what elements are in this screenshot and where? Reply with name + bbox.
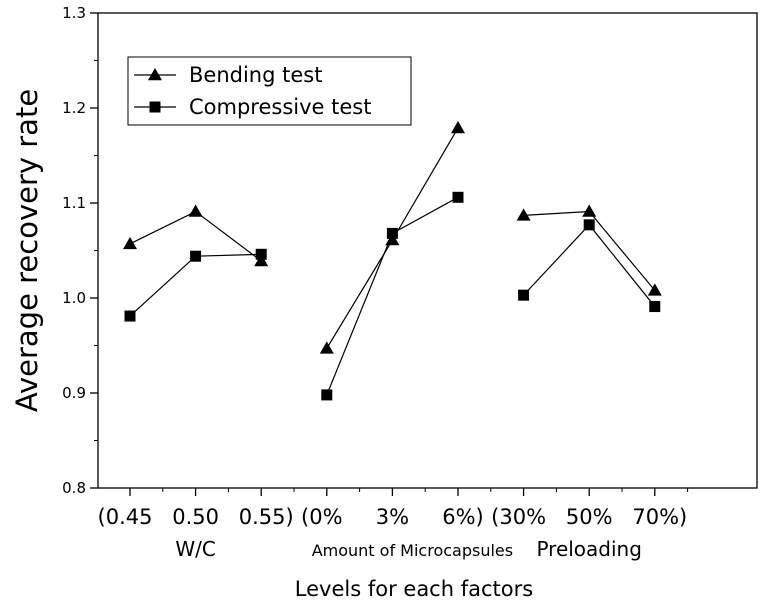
legend-marker xyxy=(149,101,161,113)
data-point xyxy=(188,204,203,217)
legend-marker xyxy=(148,68,162,81)
x-tick-label: 6%) xyxy=(442,505,484,529)
y-tick-label: 0.8 xyxy=(62,479,86,497)
x-tick-label: 50% xyxy=(566,505,613,529)
data-point xyxy=(583,219,595,231)
data-point xyxy=(124,310,136,322)
y-tick-label: 1.0 xyxy=(62,289,86,307)
x-tick-label: 70%) xyxy=(632,505,687,529)
data-point xyxy=(190,250,202,262)
x-tick-label: 0.55) xyxy=(239,505,294,529)
group-label: W/C xyxy=(175,537,215,561)
y-tick-label: 1.1 xyxy=(62,194,86,212)
data-point xyxy=(452,191,464,203)
legend-item: Bending test xyxy=(134,63,322,87)
y-tick-label: 1.2 xyxy=(62,99,86,117)
data-point xyxy=(451,120,465,134)
data-point xyxy=(518,289,530,301)
x-tick-label: (0% xyxy=(301,505,343,529)
series-bending-test xyxy=(123,120,662,354)
x-tick-label: (30% xyxy=(491,505,546,529)
group-label: Preloading xyxy=(536,537,641,561)
legend-label: Bending test xyxy=(189,63,322,87)
legend: Bending test Compressive test xyxy=(127,56,412,126)
y-axis: 0.8 0.9 1.0 1.1 1.2 1.3 xyxy=(62,4,98,497)
y-axis-title: Average recovery rate xyxy=(10,89,44,412)
x-axis: (0.45 0.50 0.55) (0% 3% 6%) (30% 50% 70%) W/C Amou… xyxy=(94,487,689,561)
data-point xyxy=(254,253,269,267)
y-tick-label: 0.9 xyxy=(62,384,86,402)
data-point xyxy=(386,227,398,239)
y-tick-label: 1.3 xyxy=(62,4,86,22)
group-label: Amount of Microcapsules xyxy=(312,541,513,560)
x-tick-label: (0.45 xyxy=(98,505,153,529)
legend-label: Compressive test xyxy=(189,95,371,119)
data-point xyxy=(321,389,333,401)
data-point xyxy=(582,204,597,217)
data-point xyxy=(255,248,267,260)
data-point xyxy=(516,208,531,221)
data-point xyxy=(649,301,661,313)
series-layer xyxy=(123,120,662,401)
x-tick-label: 0.50 xyxy=(172,505,219,529)
series-compressive-test xyxy=(124,191,661,401)
legend-box xyxy=(127,56,412,126)
data-point xyxy=(319,341,334,354)
legend-item: Compressive test xyxy=(134,95,371,119)
x-axis-title: Levels for each factors xyxy=(295,577,533,601)
x-tick-label: 3% xyxy=(376,505,409,529)
data-point xyxy=(123,236,137,250)
data-point xyxy=(647,283,662,296)
